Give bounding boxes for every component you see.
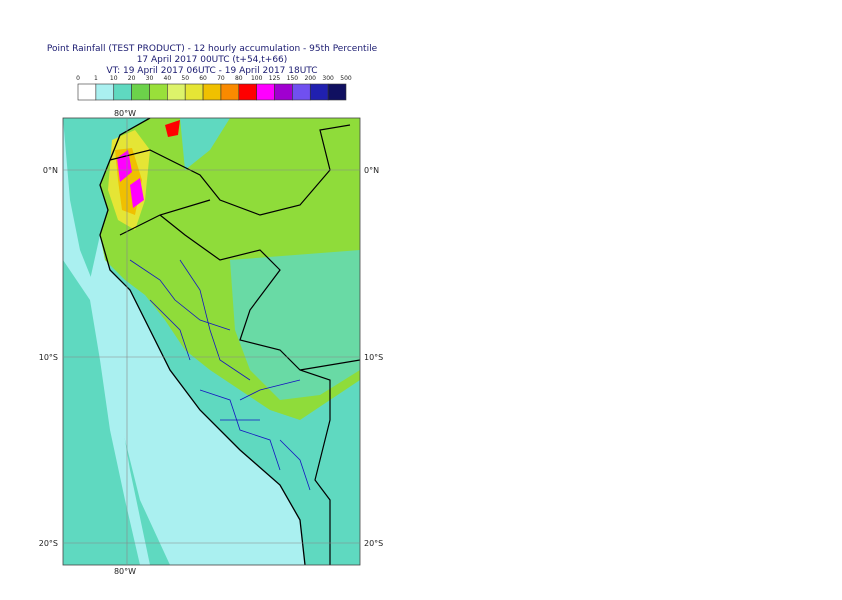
legend-swatch [292,83,311,101]
legend-label: 150 [287,75,299,82]
legend-swatch [149,83,168,101]
legend-swatch [167,83,186,101]
land-teal-n [180,118,230,170]
rain-peak2 [130,178,144,208]
legend-swatch [184,83,204,101]
legend-label: 125 [269,75,281,82]
legend-swatch [77,83,97,101]
legend-label: 500 [340,75,352,82]
legend-swatch [220,83,240,101]
legend-swatch [309,83,329,101]
legend-label: 50 [181,75,189,82]
regions [129,259,311,491]
rain-peak3 [165,120,180,137]
valid-time: VT: 19 April 2017 06UTC - 19 April 2017 … [106,66,317,76]
lon-label-bottom: 80°W [114,567,136,576]
legend-label: 80 [235,75,243,82]
legend-label: 0 [76,75,80,82]
legend: 0 1 10 20 30 40 50 60 70 80 100 125 150 200 300 500 [76,75,352,101]
graticule [63,118,360,565]
legend-swatch [327,83,347,101]
land-teal [230,250,360,400]
rain-peak [117,150,132,182]
lat-label: 0°N [364,166,379,175]
lon-label-top: 80°W [114,109,136,118]
legend-label: 10 [110,75,118,82]
lat-label: 10°S [39,353,58,362]
base-time: 17 April 2017 00UTC (t+54,t+66) [137,55,288,65]
legend-swatch [113,83,132,101]
title: Point Rainfall (TEST PRODUCT) - 12 hourl… [47,44,378,54]
legend-swatch [131,83,150,101]
map [63,118,360,565]
legend-swatch [95,83,115,101]
lat-label: 20°S [364,539,383,548]
legend-label: 30 [146,75,154,82]
legend-label: 20 [128,75,136,82]
coastline [99,118,306,565]
frame [62,117,361,566]
lat-label: 20°S [39,539,58,548]
legend-label: 100 [251,75,263,82]
legend-label: 70 [217,75,225,82]
legend-label: 200 [305,75,317,82]
legend-label: 60 [199,75,207,82]
lat-label: 0°N [43,166,58,175]
legend-label: 300 [322,75,334,82]
legend-swatch [256,83,275,101]
legend-swatch [238,83,257,101]
legend-label: 40 [164,75,172,82]
borders [109,124,360,565]
lat-label: 10°S [364,353,383,362]
legend-swatch [202,83,222,101]
legend-label: 1 [94,75,98,82]
legend-swatch [274,83,293,101]
